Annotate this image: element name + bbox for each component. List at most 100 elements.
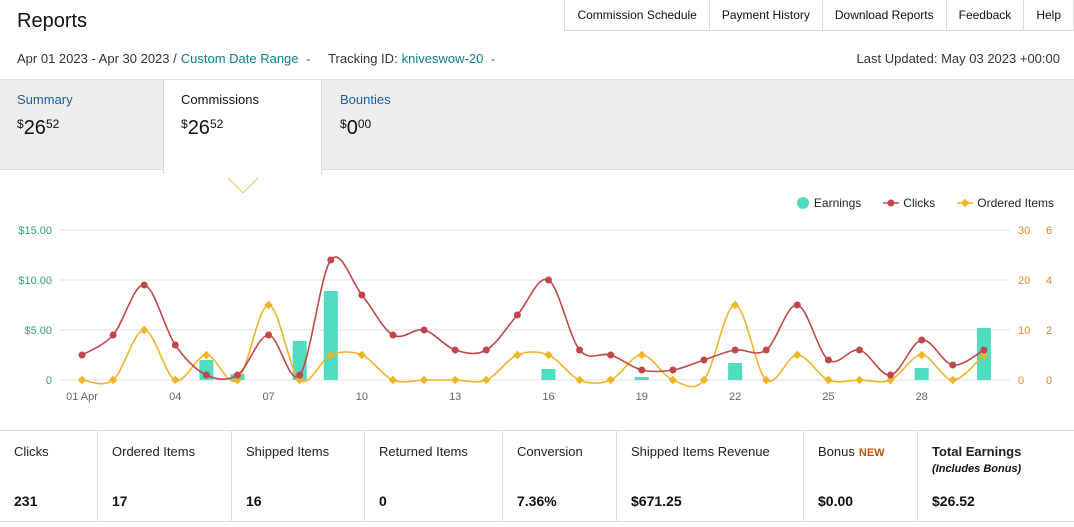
ordered-items-point	[855, 375, 864, 385]
clicks-point	[451, 346, 459, 354]
clicks-point	[482, 346, 490, 354]
filter-bar: Apr 01 2023 - Apr 30 2023 / Custom Date …	[17, 51, 509, 66]
ordered-items-point	[108, 375, 118, 385]
clicks-point	[918, 336, 926, 344]
ordered-items-point	[668, 375, 678, 385]
tab-summary[interactable]: Summary $2652	[0, 80, 159, 171]
chart-canvas: $15.00 30 6$10.00 20 4$5.00 10 20 0 001 Apr 04 07 1…	[18, 225, 1052, 403]
amount-whole: 0	[346, 117, 358, 139]
chevron-down-icon[interactable]: ⌄	[304, 53, 313, 63]
stat-returned-items: Returned Items 0	[365, 431, 503, 521]
y-axis-right-clicks-tick-label: 30	[1018, 225, 1030, 237]
currency-symbol: $	[181, 117, 188, 131]
clicks-point	[887, 371, 895, 379]
top-navigation: Commission Schedule Payment History Down…	[564, 0, 1074, 31]
stat-label: Conversion	[517, 444, 583, 459]
clicks-point	[513, 311, 521, 319]
chevron-down-icon[interactable]: ⌄	[489, 53, 497, 63]
bonus-label: Bonus	[818, 444, 855, 459]
x-axis-tick-label: 22	[729, 391, 741, 403]
legend-earnings[interactable]: Earnings	[796, 196, 861, 210]
clicks-swatch-icon	[883, 199, 900, 207]
y-axis-left-tick-label: $5.00	[24, 325, 52, 337]
stat-sublabel: (Includes Bonus)	[932, 463, 1022, 475]
clicks-point	[296, 371, 304, 379]
clicks-point	[700, 356, 708, 364]
commission-schedule-button[interactable]: Commission Schedule	[565, 0, 710, 31]
clicks-point	[669, 366, 677, 374]
earnings-chart: Earnings Clicks Ordered Items $15.00 30 6 $…	[0, 171, 1074, 427]
tab-bounties[interactable]: Bounties $000	[323, 80, 482, 171]
date-range-text: Apr 01 2023 - Apr 30 2023 /	[17, 51, 177, 66]
clicks-point	[140, 281, 148, 289]
ordered-items-point	[761, 375, 771, 385]
clicks-point	[109, 331, 117, 339]
legend-ordered-items[interactable]: Ordered Items	[957, 196, 1054, 210]
clicks-point	[607, 351, 615, 359]
ordered-items-point	[513, 350, 522, 360]
stat-label: Total Earnings	[932, 444, 1022, 459]
clicks-point	[856, 346, 863, 354]
x-axis-tick-label: 13	[449, 391, 461, 403]
x-axis-tick-label: 19	[636, 391, 648, 403]
stat-value: $26.52	[932, 493, 975, 509]
ordered-items-point	[979, 350, 989, 360]
ordered-items-point	[139, 325, 149, 335]
download-reports-button[interactable]: Download Reports	[822, 0, 947, 31]
stat-shipped-items-revenue: Shipped Items Revenue $671.25	[617, 431, 804, 521]
earnings-bar	[541, 369, 556, 380]
report-tabs: Summary $2652 Commissions $2652 Bounties…	[0, 79, 1074, 174]
x-axis-tick-label: 01 Apr	[66, 391, 98, 403]
tracking-id-dropdown[interactable]: kniveswow-20	[401, 51, 484, 66]
y-axis-left-tick-label: $15.00	[18, 225, 52, 237]
ordered-items-point	[544, 350, 553, 360]
clicks-point	[545, 276, 552, 284]
tab-commissions[interactable]: Commissions $2652	[163, 80, 322, 174]
y-axis-right-ordered-tick-label: 0	[1046, 375, 1052, 387]
tab-summary-label: Summary	[17, 92, 73, 107]
amount-cents: 00	[357, 117, 372, 131]
clicks-point	[793, 301, 801, 309]
payment-history-button[interactable]: Payment History	[709, 0, 823, 31]
page-title: Reports	[17, 10, 88, 32]
summary-amount: $2652	[17, 117, 159, 140]
ordered-items-point	[295, 375, 304, 385]
amount-cents: 52	[45, 117, 60, 131]
legend-earnings-label: Earnings	[813, 196, 862, 210]
stat-label: Returned Items	[379, 444, 468, 459]
ordered-items-line	[81, 304, 985, 388]
clicks-point	[389, 331, 397, 339]
earnings-bar	[634, 377, 649, 380]
earnings-swatch-icon	[796, 197, 809, 209]
clicks-point	[202, 371, 210, 379]
date-range-dropdown[interactable]: Custom Date Range	[180, 51, 299, 66]
stat-value: 231	[14, 493, 38, 509]
stat-value: $0.00	[818, 493, 854, 509]
legend-clicks[interactable]: Clicks	[883, 196, 935, 210]
feedback-button[interactable]: Feedback	[946, 0, 1025, 31]
ordered-items-point	[948, 375, 958, 385]
ordered-items-point	[917, 350, 926, 360]
ordered-items-point	[450, 375, 460, 385]
earnings-bar	[323, 291, 338, 380]
stat-label: Ordered Items	[112, 444, 196, 459]
clicks-point	[824, 356, 832, 364]
clicks-point	[420, 326, 428, 334]
bounties-amount: $000	[340, 117, 482, 140]
x-axis-tick-label: 25	[822, 391, 834, 403]
stat-shipped-items: Shipped Items 16	[232, 431, 365, 521]
amount-whole: 26	[187, 117, 210, 139]
commissions-amount: $2652	[181, 117, 321, 140]
amount-whole: 26	[23, 117, 46, 139]
stat-bonus: Bonus NEW $0.00	[804, 431, 918, 521]
clicks-point	[638, 366, 646, 374]
tracking-id-label: Tracking ID:	[328, 51, 398, 66]
ordered-items-point	[171, 375, 180, 385]
new-badge: NEW	[858, 447, 885, 459]
clicks-point	[234, 371, 241, 379]
earnings-bar	[728, 363, 743, 380]
tab-commissions-label: Commissions	[181, 92, 260, 107]
help-button[interactable]: Help	[1024, 0, 1074, 31]
ordered-items-point	[202, 350, 211, 360]
chart-legend: Earnings Clicks Ordered Items	[796, 196, 1054, 210]
